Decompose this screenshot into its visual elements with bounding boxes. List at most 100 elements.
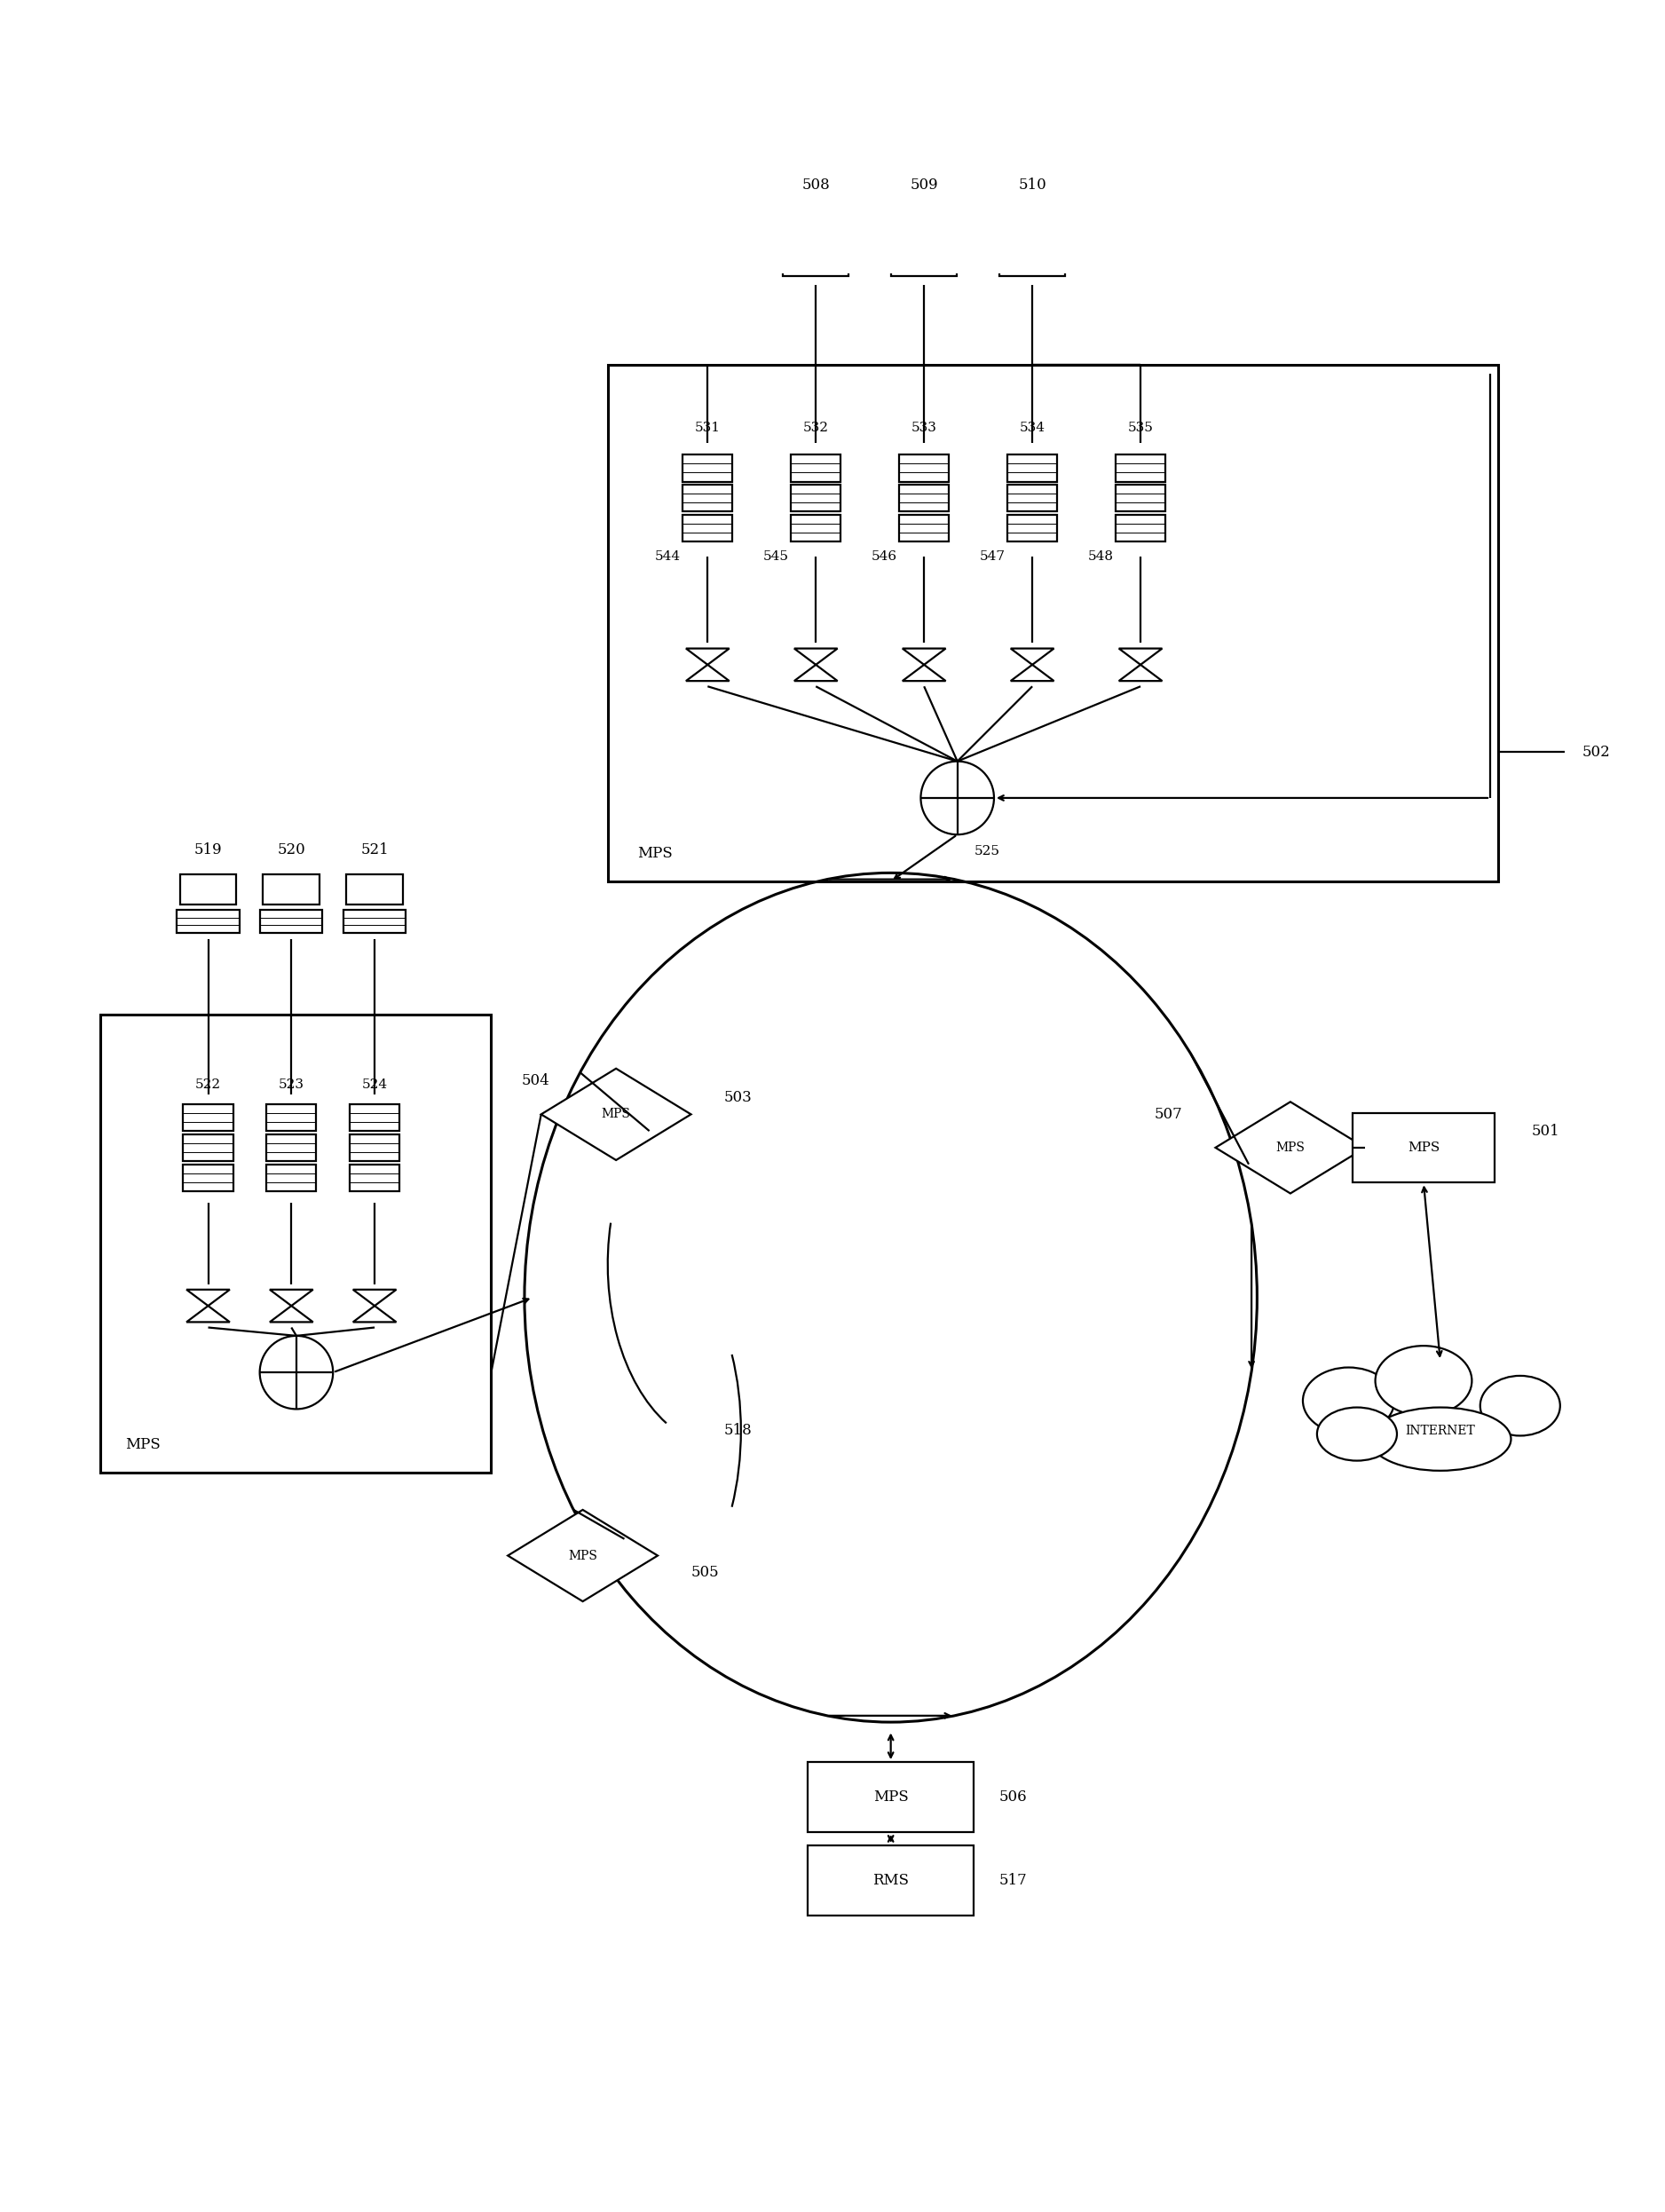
Polygon shape [686, 666, 729, 681]
Polygon shape [1215, 1102, 1365, 1194]
FancyBboxPatch shape [176, 909, 240, 933]
FancyBboxPatch shape [266, 1135, 316, 1161]
FancyBboxPatch shape [350, 1164, 400, 1190]
Text: MPS: MPS [568, 1548, 598, 1562]
Text: 508: 508 [803, 177, 829, 192]
Polygon shape [686, 648, 729, 666]
FancyBboxPatch shape [683, 484, 733, 511]
FancyBboxPatch shape [808, 1763, 974, 1832]
Text: MPS: MPS [601, 1108, 631, 1121]
Text: 522: 522 [195, 1077, 221, 1091]
Text: 505: 505 [691, 1564, 719, 1579]
Text: 517: 517 [999, 1874, 1027, 1887]
FancyBboxPatch shape [183, 1104, 233, 1130]
FancyBboxPatch shape [1116, 456, 1165, 482]
Text: 534: 534 [1019, 422, 1046, 434]
Text: MPS: MPS [638, 847, 673, 860]
FancyBboxPatch shape [1002, 215, 1062, 248]
Ellipse shape [1369, 1407, 1512, 1471]
Text: 520: 520 [278, 843, 305, 856]
Text: MPS: MPS [1275, 1141, 1305, 1155]
FancyBboxPatch shape [263, 874, 320, 905]
FancyBboxPatch shape [999, 252, 1066, 276]
Text: MPS: MPS [125, 1438, 160, 1453]
Text: 503: 503 [724, 1091, 753, 1106]
FancyBboxPatch shape [260, 909, 323, 933]
FancyBboxPatch shape [100, 1015, 491, 1473]
FancyBboxPatch shape [183, 1135, 233, 1161]
Polygon shape [353, 1290, 396, 1305]
FancyBboxPatch shape [791, 456, 841, 482]
Polygon shape [902, 666, 946, 681]
FancyBboxPatch shape [343, 909, 406, 933]
Polygon shape [902, 648, 946, 666]
FancyBboxPatch shape [608, 365, 1498, 880]
Polygon shape [270, 1290, 313, 1305]
FancyBboxPatch shape [808, 1845, 974, 1916]
FancyBboxPatch shape [1116, 484, 1165, 511]
Text: 525: 525 [974, 845, 999, 858]
Text: 518: 518 [724, 1422, 753, 1438]
Polygon shape [1119, 648, 1162, 666]
FancyBboxPatch shape [1116, 515, 1165, 542]
FancyBboxPatch shape [1007, 456, 1057, 482]
Text: INTERNET: INTERNET [1405, 1425, 1475, 1438]
FancyBboxPatch shape [683, 456, 733, 482]
Text: 510: 510 [1019, 177, 1046, 192]
FancyBboxPatch shape [899, 456, 949, 482]
FancyBboxPatch shape [791, 515, 841, 542]
FancyBboxPatch shape [783, 252, 849, 276]
Polygon shape [541, 1068, 691, 1159]
Polygon shape [186, 1305, 230, 1323]
Text: MPS: MPS [1407, 1141, 1440, 1155]
FancyBboxPatch shape [350, 1135, 400, 1161]
Text: 507: 507 [1154, 1106, 1182, 1121]
FancyBboxPatch shape [791, 484, 841, 511]
Text: RMS: RMS [872, 1874, 909, 1887]
Text: 535: 535 [1127, 422, 1154, 434]
Ellipse shape [1480, 1376, 1560, 1436]
FancyBboxPatch shape [1007, 484, 1057, 511]
Ellipse shape [1375, 1345, 1472, 1416]
Text: 524: 524 [361, 1077, 388, 1091]
FancyBboxPatch shape [1007, 515, 1057, 542]
FancyBboxPatch shape [266, 1164, 316, 1190]
Text: 521: 521 [361, 843, 388, 856]
FancyBboxPatch shape [266, 1104, 316, 1130]
Text: 506: 506 [999, 1790, 1027, 1805]
Polygon shape [270, 1305, 313, 1323]
FancyBboxPatch shape [346, 874, 403, 905]
FancyBboxPatch shape [1352, 1113, 1494, 1183]
Text: 523: 523 [278, 1077, 305, 1091]
Text: 504: 504 [521, 1073, 549, 1088]
Text: 501: 501 [1532, 1124, 1560, 1139]
Ellipse shape [1317, 1407, 1397, 1460]
Polygon shape [794, 666, 837, 681]
Text: 532: 532 [803, 422, 829, 434]
Text: 548: 548 [1089, 551, 1114, 562]
FancyBboxPatch shape [180, 874, 236, 905]
Circle shape [921, 761, 994, 834]
Polygon shape [186, 1290, 230, 1305]
FancyBboxPatch shape [894, 215, 954, 248]
FancyBboxPatch shape [683, 515, 733, 542]
Polygon shape [353, 1305, 396, 1323]
Text: 519: 519 [195, 843, 221, 856]
Polygon shape [1011, 666, 1054, 681]
Polygon shape [1011, 648, 1054, 666]
Text: 509: 509 [911, 177, 937, 192]
Text: 547: 547 [981, 551, 1006, 562]
Polygon shape [794, 648, 837, 666]
Text: MPS: MPS [872, 1790, 909, 1805]
Text: 546: 546 [871, 551, 897, 562]
Text: 502: 502 [1582, 745, 1610, 759]
FancyBboxPatch shape [891, 252, 957, 276]
Text: 544: 544 [654, 551, 681, 562]
Polygon shape [1119, 666, 1162, 681]
FancyBboxPatch shape [899, 484, 949, 511]
Text: 545: 545 [764, 551, 789, 562]
Text: 533: 533 [911, 422, 937, 434]
Ellipse shape [1302, 1367, 1394, 1433]
Text: 531: 531 [694, 422, 721, 434]
FancyBboxPatch shape [183, 1164, 233, 1190]
